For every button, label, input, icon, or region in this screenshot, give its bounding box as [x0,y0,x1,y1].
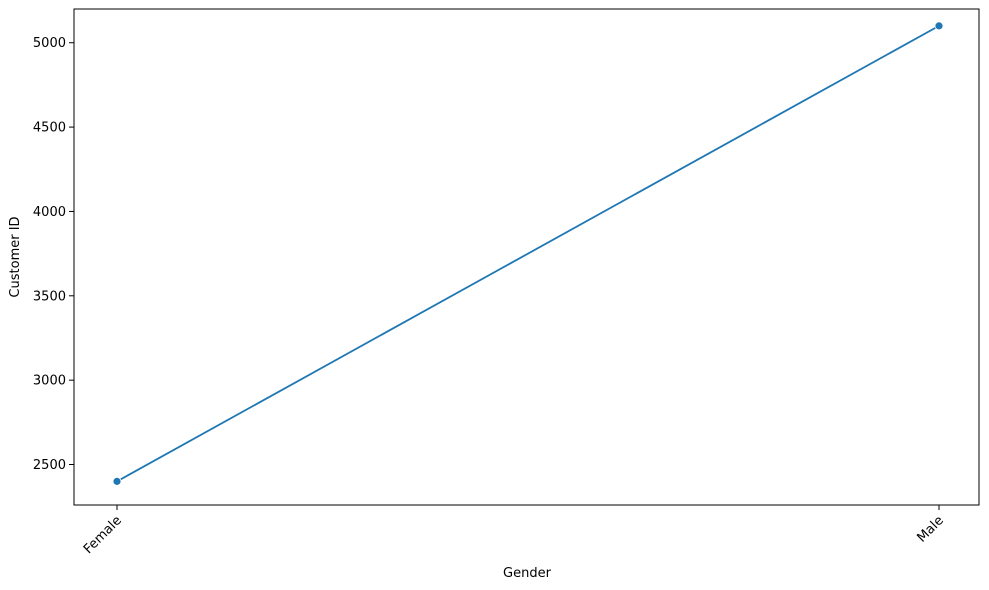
y-tick-label: 4000 [33,205,66,220]
y-tick-label: 4500 [33,121,66,136]
series-markers [112,21,944,486]
x-tick-label: Female [81,513,125,557]
y-tick-label: 2500 [33,458,66,473]
x-axis: Female Male [81,505,947,557]
data-point-female [112,476,122,486]
y-tick-label: 3000 [33,374,66,389]
x-axis-label: Gender [503,566,552,581]
data-point-male [934,21,944,31]
y-axis: 2500 3000 3500 4000 4500 5000 [33,36,74,473]
y-axis-label: Customer ID [8,216,23,297]
x-tick-label: Male [914,513,946,545]
y-tick-label: 3500 [33,289,66,304]
y-tick-label: 5000 [33,36,66,51]
series-line [116,25,940,483]
